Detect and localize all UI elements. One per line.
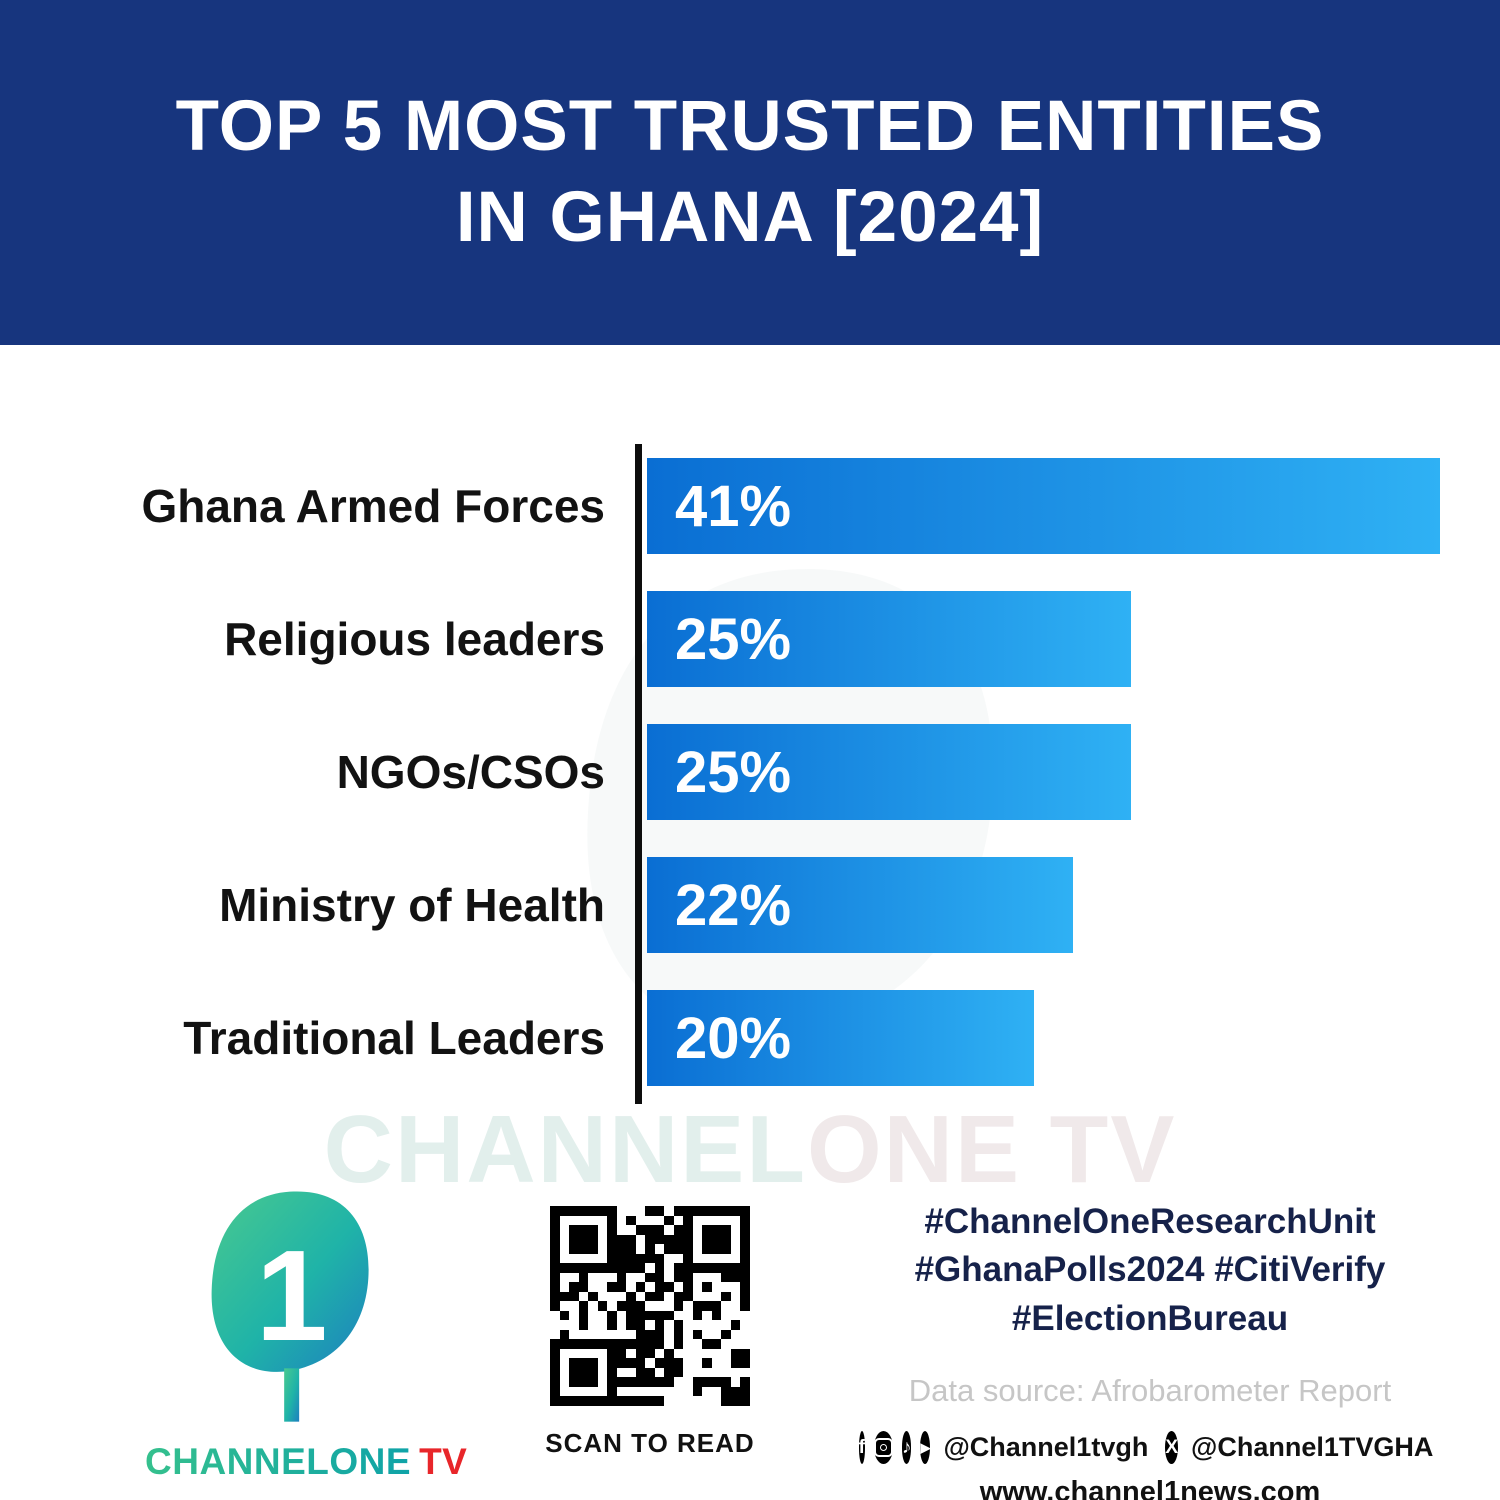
value-label: 25% [675,739,792,805]
facebook-icon: f [858,1430,865,1464]
footer-info-block: #ChannelOneResearchUnit #GhanaPolls2024 … [858,1198,1433,1500]
youtube-icon: ▶ [920,1430,931,1464]
bar-row: NGOs/CSOs 25% [60,724,1440,820]
social-row: f ♪ ▶ @Channel1tvgh X @Channel1TVGHA [858,1430,1433,1464]
qr-block: SCAN TO READ [540,1198,760,1459]
x-icon: X [1165,1430,1179,1464]
bar-track: 20% [647,990,1440,1086]
page-title-line1: TOP 5 MOST TRUSTED ENTITIES [175,86,1325,166]
value-label: 22% [675,872,792,938]
chart-axis-line [635,444,642,1104]
bar: 25% [647,724,1131,820]
website-url: www.channel1news.com [979,1475,1321,1500]
bar-track: 41% [647,458,1440,554]
page-title-line2: IN GHANA [2024] [455,177,1045,257]
value-label: 25% [675,606,792,672]
bar-row: Ghana Armed Forces 41% [60,458,1440,554]
qr-caption: SCAN TO READ [545,1428,755,1458]
logo-digit: 1 [256,1224,328,1368]
bar: 25% [647,591,1131,687]
header-banner: TOP 5 MOST TRUSTED ENTITIES IN GHANA [20… [0,0,1500,345]
category-label: NGOs/CSOs [336,746,605,798]
wordmark-channelone: CHANNELONE [145,1441,412,1482]
hashtags-line1: #ChannelOneResearchUnit [924,1202,1376,1241]
bar-row: Traditional Leaders 20% [60,990,1440,1086]
social-handle-main: @Channel1tvgh [943,1431,1149,1462]
hashtags: #ChannelOneResearchUnit #GhanaPolls2024 … [880,1198,1420,1343]
bar: 22% [647,857,1073,953]
instagram-icon [873,1430,893,1464]
tiktok-icon: ♪ [901,1430,912,1464]
value-label: 41% [675,473,792,539]
category-label: Ministry of Health [219,879,605,931]
hashtags-line2: #GhanaPolls2024 #CitiVerify [914,1250,1386,1290]
hashtags-line3: #ElectionBureau [1011,1298,1289,1338]
bar-track: 25% [647,591,1440,687]
watermark-text: CHANNELONE TV [0,1095,1500,1205]
category-label: Traditional Leaders [183,1012,605,1064]
category-label: Religious leaders [224,613,605,665]
bar-row: Ministry of Health 22% [60,857,1440,953]
qr-code [542,1198,758,1414]
bar-row: Religious leaders 25% [60,591,1440,687]
bar: 41% [647,458,1440,554]
bar-chart: Ghana Armed Forces 41% Religious leaders… [60,444,1440,1104]
bar-track: 22% [647,857,1440,953]
watermark-part2: ONE TV [806,1096,1177,1203]
channel-one-logo-block: 1 CHANNELONE TV [145,1180,467,1483]
channel-one-logo-icon: 1 [211,1191,369,1422]
channel-one-wordmark: CHANNELONE TV [145,1441,467,1483]
data-source-text: Data source: Afrobarometer Report [908,1372,1392,1408]
wordmark-tv: TV [419,1441,468,1482]
category-label: Ghana Armed Forces [141,480,605,532]
bar-track: 25% [647,724,1440,820]
bar: 20% [647,990,1034,1086]
watermark-part1: CHANNEL [323,1096,807,1203]
social-handle-x: @Channel1TVGHA [1191,1431,1434,1462]
value-label: 20% [675,1005,792,1071]
